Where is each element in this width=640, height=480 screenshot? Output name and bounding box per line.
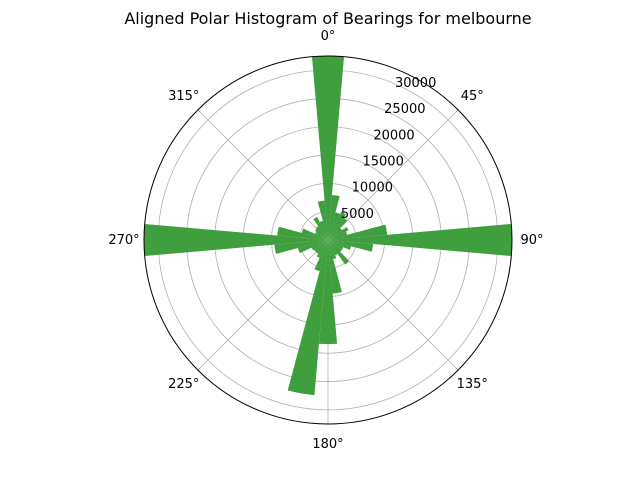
angular-tick-label: 315°: [168, 89, 199, 104]
radial-tick-label: 20000: [373, 128, 414, 143]
bar-90deg: [328, 224, 512, 256]
radial-tick-label: 25000: [384, 102, 425, 117]
bar-0deg: [312, 56, 344, 240]
angular-tick-label: 180°: [312, 437, 343, 452]
radial-tick-label: 5000: [341, 207, 374, 222]
angular-tick-label: 45°: [461, 89, 484, 104]
angular-tick-label: 135°: [457, 377, 488, 392]
radial-tick-label: 15000: [362, 155, 403, 170]
chart-title: Aligned Polar Histogram of Bearings for …: [124, 9, 531, 28]
angular-tick-label: 90°: [520, 233, 543, 248]
radial-tick-label: 10000: [352, 181, 393, 196]
angular-tick-label: 225°: [168, 377, 199, 392]
angular-tick-label: 270°: [108, 233, 139, 248]
radial-tick-label: 30000: [395, 76, 436, 91]
angular-gridline-7: [198, 110, 328, 240]
angular-tick-label: 0°: [321, 29, 336, 44]
